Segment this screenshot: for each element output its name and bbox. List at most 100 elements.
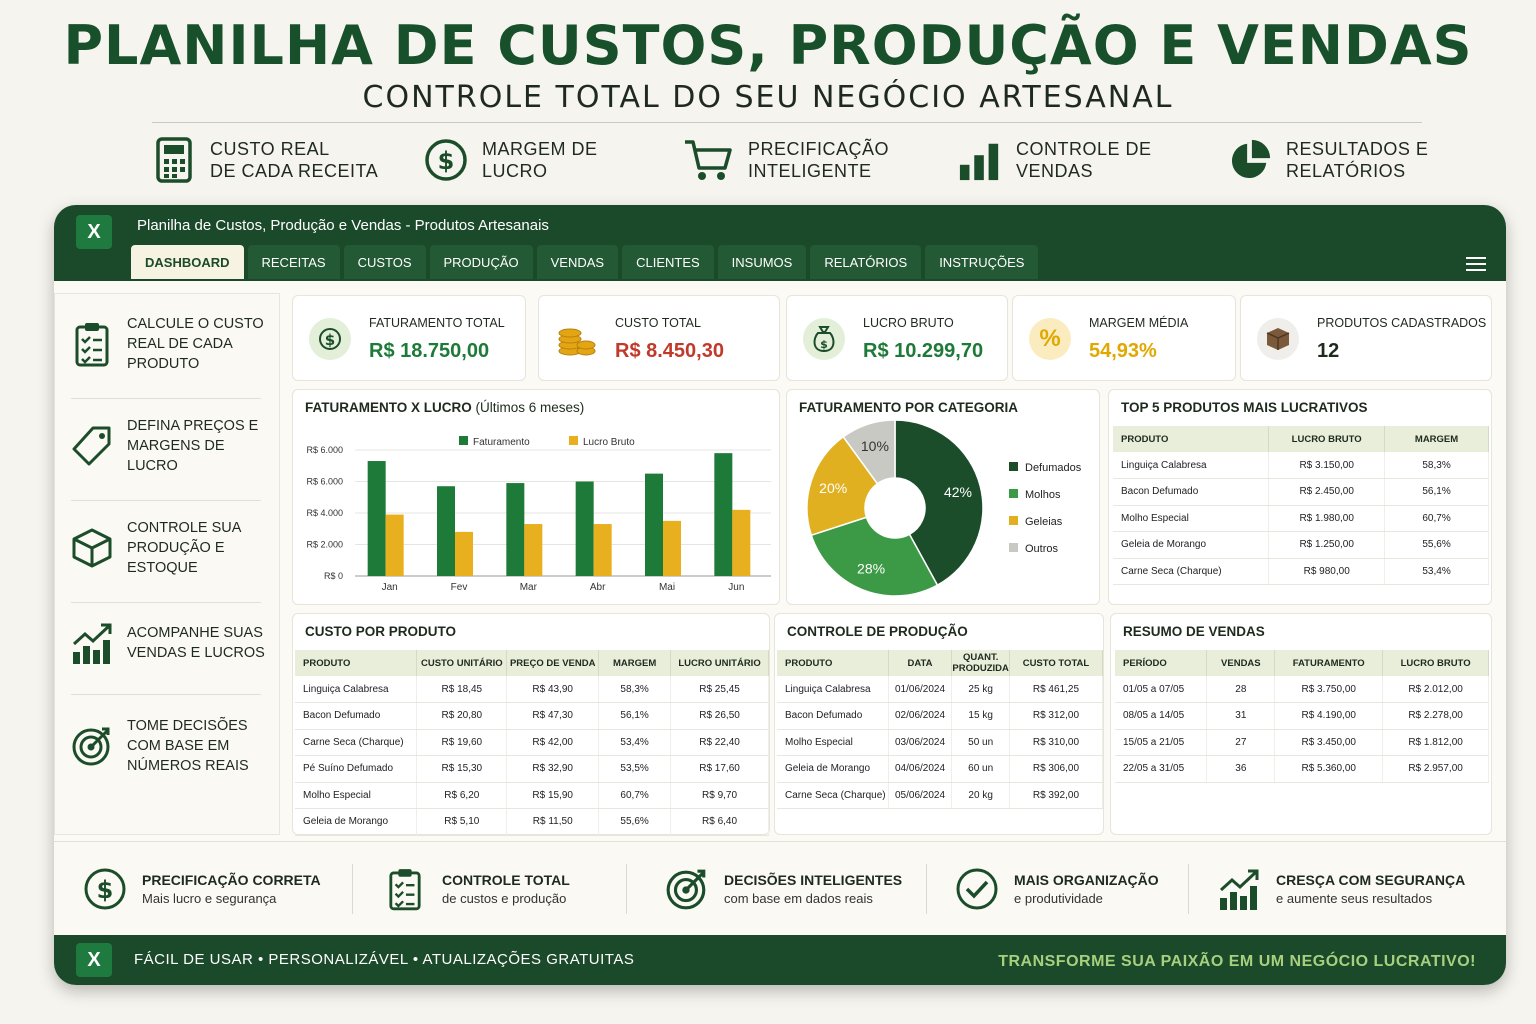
tab-vendas[interactable]: VENDAS — [536, 245, 619, 279]
table-cell[interactable]: 15/05 a 21/05 — [1115, 729, 1208, 756]
table-cell[interactable]: R$ 18,45 — [416, 676, 508, 703]
table-cell[interactable]: R$ 980,00 — [1268, 558, 1386, 585]
table-cell[interactable]: R$ 17,60 — [670, 755, 769, 783]
table-cell[interactable]: 22/05 a 31/05 — [1115, 755, 1208, 783]
table-cell[interactable]: R$ 3.750,00 — [1274, 676, 1384, 703]
table-cell[interactable]: Bacon Defumado — [777, 702, 889, 730]
table-cell[interactable]: R$ 26,50 — [670, 702, 769, 730]
table-cell[interactable]: Bacon Defumado — [295, 702, 418, 730]
table-cell[interactable]: R$ 2.450,00 — [1268, 478, 1386, 506]
table-cell[interactable]: 58,3% — [1384, 452, 1489, 479]
table-cell[interactable]: R$ 6,20 — [416, 782, 508, 809]
table-cell[interactable]: R$ 43,90 — [506, 676, 600, 703]
table-cell[interactable]: Linguiça Calabresa — [777, 676, 889, 703]
table-cell[interactable]: 60 un — [951, 755, 1010, 783]
table-cell[interactable]: R$ 1.812,00 — [1382, 729, 1489, 756]
table-cell[interactable]: 36 — [1206, 755, 1276, 783]
table-cell[interactable]: R$ 461,25 — [1009, 676, 1104, 703]
table-cell[interactable]: 60,7% — [598, 782, 672, 809]
table-cell[interactable]: 56,1% — [598, 702, 672, 730]
table-cell[interactable]: Bacon Defumado — [1113, 478, 1270, 506]
table-cell[interactable]: 55,6% — [598, 808, 672, 836]
table-cell[interactable]: 53,5% — [598, 755, 672, 783]
menu-icon[interactable] — [1466, 257, 1486, 271]
table-cell[interactable]: Carne Seca (Charque) — [777, 782, 889, 809]
table-cell[interactable]: Molho Especial — [295, 782, 418, 809]
table-cell[interactable]: 04/06/2024 — [888, 755, 953, 783]
table-cell[interactable]: 50 un — [951, 729, 1010, 756]
tab-receitas[interactable]: RECEITAS — [247, 245, 340, 279]
table-cell[interactable]: R$ 5,10 — [416, 808, 508, 836]
table-cell[interactable]: R$ 32,90 — [506, 755, 600, 783]
table-cell[interactable]: R$ 1.980,00 — [1268, 505, 1386, 532]
table-cell[interactable]: 05/06/2024 — [888, 782, 953, 809]
table-cell[interactable]: 58,3% — [598, 676, 672, 703]
table-cell[interactable]: R$ 3.450,00 — [1274, 729, 1384, 756]
table-cell[interactable]: R$ 20,80 — [416, 702, 508, 730]
table-cell[interactable]: Molho Especial — [777, 729, 889, 756]
table-cell[interactable]: Geleia de Morango — [295, 808, 418, 836]
table-cell[interactable]: R$ 15,90 — [506, 782, 600, 809]
table-cell[interactable]: 56,1% — [1384, 478, 1489, 506]
table-cell[interactable]: R$ 15,30 — [416, 755, 508, 783]
pie-slice-defumados — [894, 419, 984, 587]
table-cell[interactable]: R$ 22,40 — [670, 729, 769, 756]
table-cell[interactable]: 20 kg — [951, 782, 1010, 809]
table-cell[interactable]: 02/06/2024 — [888, 702, 953, 730]
tab-instruções[interactable]: INSTRUÇÕES — [925, 245, 1039, 279]
table-cell[interactable]: Carne Seca (Charque) — [1113, 558, 1270, 585]
pie-slice-molhos — [810, 516, 939, 597]
table-cell[interactable]: R$ 4.190,00 — [1274, 702, 1384, 730]
table-cell[interactable]: R$ 47,30 — [506, 702, 600, 730]
tab-clientes[interactable]: CLIENTES — [622, 245, 714, 279]
x-tick-label: Fev — [451, 582, 468, 593]
table-cell[interactable]: Pé Suíno Defumado — [295, 755, 418, 783]
table-cell[interactable]: 53,4% — [598, 729, 672, 756]
table-cell[interactable]: R$ 2.957,00 — [1382, 755, 1489, 783]
tab-insumos[interactable]: INSUMOS — [717, 245, 807, 279]
page-subtitle: CONTROLE TOTAL DO SEU NEGÓCIO ARTESANAL — [362, 80, 1174, 115]
tab-relatórios[interactable]: RELATÓRIOS — [810, 245, 922, 279]
table-cell[interactable]: R$ 19,60 — [416, 729, 508, 756]
table-cell[interactable]: Geleia de Morango — [777, 755, 889, 783]
table-cell[interactable]: Linguiça Calabresa — [1113, 452, 1270, 479]
tab-custos[interactable]: CUSTOS — [343, 245, 426, 279]
target-icon — [71, 723, 113, 769]
table-cell[interactable]: R$ 306,00 — [1009, 755, 1104, 783]
table-cell[interactable]: 25 kg — [951, 676, 1010, 703]
table-cell[interactable]: 03/06/2024 — [888, 729, 953, 756]
table-cell[interactable]: R$ 9,70 — [670, 782, 769, 809]
table-cell[interactable]: R$ 310,00 — [1009, 729, 1104, 756]
top5-panel: TOP 5 PRODUTOS MAIS LUCRATIVOS PRODUTO LU… — [1108, 389, 1492, 605]
table-cell[interactable]: 28 — [1206, 676, 1276, 703]
table-cell[interactable]: Linguiça Calabresa — [295, 676, 418, 703]
calculator-icon — [152, 136, 196, 184]
money-icon: $ — [309, 318, 351, 360]
table-cell[interactable]: R$ 392,00 — [1009, 782, 1104, 809]
table-cell[interactable]: Carne Seca (Charque) — [295, 729, 418, 756]
table-cell[interactable]: 31 — [1206, 702, 1276, 730]
tab-dashboard[interactable]: DASHBOARD — [131, 245, 244, 279]
table-cell[interactable]: 01/06/2024 — [888, 676, 953, 703]
table-cell[interactable]: 53,4% — [1384, 558, 1489, 585]
table-cell[interactable]: 55,6% — [1384, 531, 1489, 559]
table-cell[interactable]: R$ 2.278,00 — [1382, 702, 1489, 730]
table-cell[interactable]: R$ 11,50 — [506, 808, 600, 836]
table-cell[interactable]: R$ 3.150,00 — [1268, 452, 1386, 479]
table-cell[interactable]: 08/05 a 14/05 — [1115, 702, 1208, 730]
table-cell[interactable]: R$ 6,40 — [670, 808, 769, 836]
table-cell[interactable]: Molho Especial — [1113, 505, 1270, 532]
table-cell[interactable]: 15 kg — [951, 702, 1010, 730]
table-cell[interactable]: R$ 312,00 — [1009, 702, 1104, 730]
table-cell[interactable]: R$ 2.012,00 — [1382, 676, 1489, 703]
table-cell[interactable]: 27 — [1206, 729, 1276, 756]
table-cell[interactable]: R$ 5.360,00 — [1274, 755, 1384, 783]
table-cell[interactable]: R$ 25,45 — [670, 676, 769, 703]
table-cell[interactable]: 60,7% — [1384, 505, 1489, 532]
table-cell[interactable]: R$ 1.250,00 — [1268, 531, 1386, 559]
table-cell[interactable]: Geleia de Morango — [1113, 531, 1270, 559]
tab-produção[interactable]: PRODUÇÃO — [429, 245, 533, 279]
growth-chart-icon — [1216, 866, 1262, 912]
table-cell[interactable]: R$ 42,00 — [506, 729, 600, 756]
table-cell[interactable]: 01/05 a 07/05 — [1115, 676, 1208, 703]
